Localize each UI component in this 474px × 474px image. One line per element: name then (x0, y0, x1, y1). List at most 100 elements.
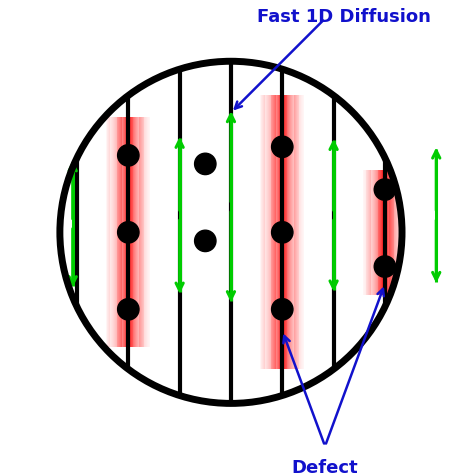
Bar (380, 170, 382, 295)
Bar (107, 118, 109, 347)
Bar (127, 118, 128, 347)
Bar (398, 170, 400, 295)
Bar (264, 95, 266, 369)
Bar (118, 118, 120, 347)
Circle shape (272, 136, 293, 157)
Bar (404, 170, 406, 295)
Bar (115, 118, 117, 347)
Bar (382, 170, 383, 295)
Bar (301, 95, 302, 369)
Bar (110, 118, 112, 347)
Bar (296, 95, 298, 369)
Bar (364, 170, 365, 295)
Bar (405, 170, 407, 295)
Bar (267, 95, 268, 369)
Bar (390, 170, 392, 295)
Bar (264, 95, 265, 369)
Circle shape (118, 222, 139, 243)
Bar (378, 170, 380, 295)
Circle shape (272, 222, 293, 243)
Bar (281, 95, 283, 369)
Bar (379, 170, 381, 295)
Bar (126, 118, 128, 347)
Bar (388, 170, 390, 295)
Bar (375, 170, 376, 295)
Bar (142, 118, 144, 347)
Bar (111, 118, 113, 347)
Bar (282, 95, 283, 369)
Bar (135, 118, 136, 347)
Text: Fast 1D Diffusion: Fast 1D Diffusion (256, 8, 430, 26)
Bar (402, 170, 404, 295)
Bar (389, 170, 391, 295)
Bar (137, 118, 138, 347)
Circle shape (118, 145, 139, 166)
Bar (289, 95, 290, 369)
Circle shape (195, 230, 216, 252)
Bar (140, 118, 142, 347)
Bar (377, 170, 379, 295)
Bar (400, 170, 401, 295)
Bar (278, 95, 279, 369)
Bar (268, 95, 269, 369)
Bar (280, 95, 282, 369)
Bar (399, 170, 401, 295)
Bar (124, 118, 125, 347)
Bar (387, 170, 389, 295)
Bar (275, 95, 277, 369)
Bar (117, 118, 118, 347)
Bar (109, 118, 111, 347)
Circle shape (374, 256, 396, 277)
Bar (367, 170, 369, 295)
Bar (397, 170, 398, 295)
Bar (374, 170, 375, 295)
Bar (394, 170, 396, 295)
Bar (272, 95, 274, 369)
Bar (120, 118, 122, 347)
Bar (125, 118, 127, 347)
Bar (396, 170, 397, 295)
Bar (134, 118, 135, 347)
Bar (300, 95, 301, 369)
Bar (284, 95, 286, 369)
Bar (303, 95, 304, 369)
Bar (386, 170, 387, 295)
Bar (139, 118, 141, 347)
Bar (302, 95, 303, 369)
Bar (393, 170, 395, 295)
Circle shape (374, 179, 396, 200)
Bar (385, 170, 386, 295)
Bar (291, 95, 292, 369)
Bar (403, 170, 405, 295)
Bar (113, 118, 114, 347)
Bar (363, 170, 365, 295)
Bar (299, 95, 300, 369)
Bar (286, 95, 288, 369)
Bar (271, 95, 273, 369)
Bar (276, 95, 278, 369)
Bar (372, 170, 373, 295)
Bar (297, 95, 299, 369)
Bar (285, 95, 287, 369)
Bar (373, 170, 374, 295)
Bar (270, 95, 272, 369)
Bar (129, 118, 131, 347)
Bar (369, 170, 371, 295)
Bar (294, 95, 296, 369)
Bar (265, 95, 267, 369)
Bar (145, 118, 146, 347)
Bar (370, 170, 372, 295)
Bar (144, 118, 145, 347)
Bar (376, 170, 377, 295)
Circle shape (60, 61, 402, 403)
Bar (128, 118, 130, 347)
Bar (392, 170, 394, 295)
Bar (121, 118, 123, 347)
Bar (148, 118, 149, 347)
Bar (132, 118, 134, 347)
Bar (283, 95, 285, 369)
Bar (131, 118, 133, 347)
Bar (274, 95, 276, 369)
Bar (146, 118, 147, 347)
Bar (293, 95, 294, 369)
